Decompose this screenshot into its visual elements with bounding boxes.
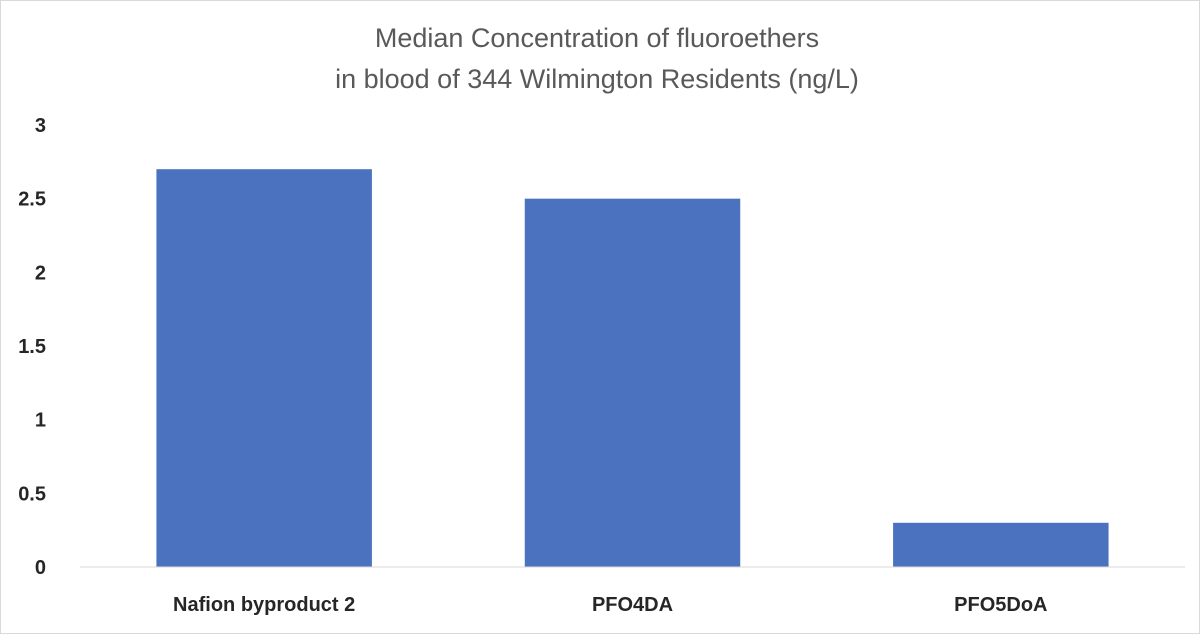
bars — [156, 169, 1109, 567]
chart-title-line-2: in blood of 344 Wilmington Residents (ng… — [335, 64, 859, 94]
y-tick-label: 2 — [35, 262, 46, 284]
y-tick-label: 0.5 — [18, 483, 46, 505]
bar — [156, 169, 372, 567]
y-tick-label: 1.5 — [18, 336, 46, 358]
y-tick-label: 3 — [35, 115, 46, 137]
x-tick-label: PFO5DoA — [954, 594, 1047, 616]
x-tick-label: PFO4DA — [592, 594, 673, 616]
bar — [893, 522, 1109, 567]
bar — [524, 198, 741, 567]
x-axis-ticks: Nafion byproduct 2 PFO4DA PFO5DoA — [173, 594, 1047, 616]
y-tick-label: 1 — [35, 410, 46, 432]
chart-title-line-1: Median Concentration of fluoroethers — [375, 23, 819, 53]
y-tick-label: 0 — [35, 557, 46, 579]
y-tick-label: 2.5 — [18, 189, 46, 211]
y-axis-ticks: 0 0.5 1 1.5 2 2.5 3 — [18, 115, 46, 579]
x-tick-label: Nafion byproduct 2 — [173, 594, 355, 616]
